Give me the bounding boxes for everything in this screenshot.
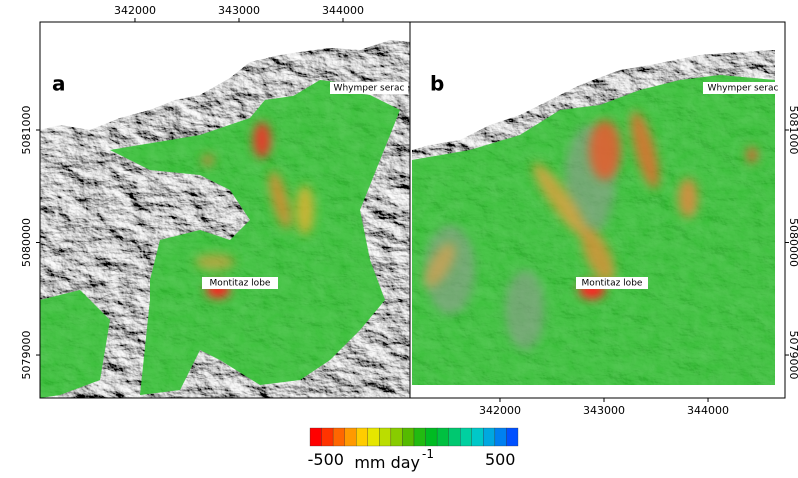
colorbar-swatch <box>391 428 403 446</box>
colorbar-swatch <box>356 428 368 446</box>
figure: a Whymper serac Montitaz lobe <box>0 0 798 474</box>
x-tick-label: 344000 <box>322 4 364 17</box>
y-tick-label: 5079000 <box>20 331 33 380</box>
colorbar-swatch <box>345 428 357 446</box>
colorbar-swatch <box>437 428 449 446</box>
y-tick-label: 5080000 <box>787 218 798 267</box>
colorbar-swatch <box>368 428 380 446</box>
colorbar-swatch <box>472 428 484 446</box>
colorbar-swatch <box>414 428 426 446</box>
colorbar-swatch <box>333 428 345 446</box>
annotation: Montitaz lobe <box>582 279 643 289</box>
colorbar-swatch <box>310 428 322 446</box>
x-tick-label: 342000 <box>114 4 156 17</box>
x-tick-label: 343000 <box>218 4 260 17</box>
x-tick-label: 342000 <box>479 404 521 417</box>
y-tick-label: 5079000 <box>787 331 798 380</box>
colorbar-swatch <box>449 428 461 446</box>
colorbar-swatch <box>426 428 438 446</box>
y-tick-label: 5081000 <box>787 106 798 155</box>
panel-a: a Whymper serac Montitaz lobe <box>40 22 410 398</box>
annotation: Montitaz lobe <box>210 279 271 289</box>
colorbar-swatch <box>460 428 472 446</box>
colorbar-swatch <box>322 428 334 446</box>
colorbar-swatch <box>483 428 495 446</box>
colorbar-min: -500 <box>308 450 344 469</box>
y-tick-label: 5081000 <box>20 106 33 155</box>
annotation: Whymper serac <box>334 84 405 94</box>
colorbar-swatch <box>379 428 391 446</box>
colorbar-exponent: -1 <box>422 447 434 461</box>
panel-label: b <box>430 72 444 96</box>
annotation: Whymper serac <box>708 84 779 94</box>
x-tick-label: 344000 <box>687 404 729 417</box>
colorbar-label: mm day <box>354 453 420 472</box>
panel-label: a <box>52 72 66 96</box>
y-tick-label: 5080000 <box>20 218 33 267</box>
colorbar-swatch <box>402 428 414 446</box>
panel-b: b Whymper serac Montitaz lobe <box>410 22 785 398</box>
colorbar-max: 500 <box>485 450 516 469</box>
x-tick-label: 343000 <box>583 404 625 417</box>
colorbar: -500 500 mm day-1 <box>308 428 518 472</box>
colorbar-swatch <box>495 428 507 446</box>
colorbar-swatch <box>506 428 518 446</box>
